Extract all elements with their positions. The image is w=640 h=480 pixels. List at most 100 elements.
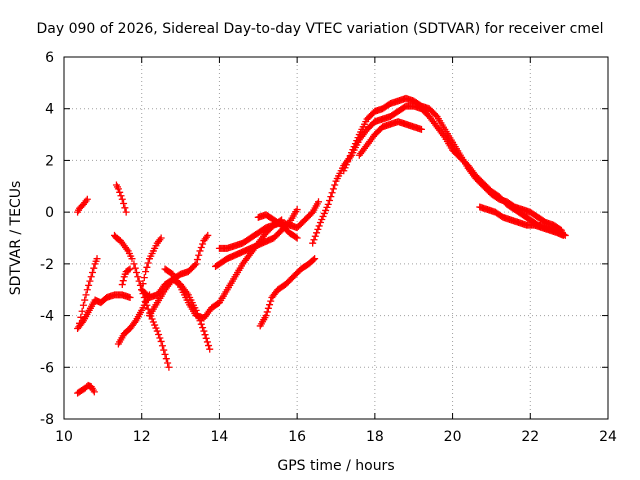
data-series-track-a xyxy=(74,195,91,216)
data-point xyxy=(143,301,151,309)
data-point xyxy=(263,308,271,316)
data-point xyxy=(417,125,425,133)
chart-title: Day 090 of 2026, Sidereal Day-to-day VTE… xyxy=(36,21,603,37)
data-point xyxy=(114,185,122,193)
data-point xyxy=(140,274,148,282)
data-point xyxy=(326,197,334,205)
data-point xyxy=(85,281,93,289)
data-point xyxy=(200,327,208,335)
data-point xyxy=(118,195,126,203)
data-point xyxy=(142,268,150,276)
data-point xyxy=(266,301,274,309)
data-point xyxy=(315,198,323,206)
data-point xyxy=(342,161,350,169)
data-series-track-h xyxy=(114,291,153,348)
data-point xyxy=(160,346,168,354)
data-point xyxy=(197,243,205,251)
data-point xyxy=(348,149,356,157)
data-series-track-i xyxy=(130,260,173,371)
data-point xyxy=(130,260,138,268)
data-point xyxy=(157,234,165,242)
data-point xyxy=(78,307,86,315)
data-series-track-g xyxy=(118,265,134,289)
data-point xyxy=(202,334,210,342)
data-point xyxy=(206,345,214,353)
x-tick-label: 14 xyxy=(211,429,229,445)
data-point xyxy=(121,204,129,212)
data-point xyxy=(262,312,270,320)
x-tick-label: 16 xyxy=(288,429,306,445)
data-series-track-o xyxy=(256,255,319,330)
data-point xyxy=(349,146,357,154)
data-point xyxy=(76,319,84,327)
data-point xyxy=(322,206,330,214)
data-series-track-d xyxy=(76,255,101,327)
data-point xyxy=(353,137,361,145)
data-point xyxy=(151,321,159,329)
data-point xyxy=(292,233,300,241)
data-point xyxy=(329,185,337,193)
data-point xyxy=(193,256,201,264)
data-point xyxy=(126,293,134,301)
plot-frame xyxy=(63,56,609,420)
data-points xyxy=(74,94,569,397)
y-tick-label: -2 xyxy=(40,257,54,273)
y-tick-label: 4 xyxy=(45,102,54,118)
y-tick-label: 2 xyxy=(45,153,54,169)
data-point xyxy=(158,342,166,350)
data-point xyxy=(197,320,205,328)
data-point xyxy=(328,189,336,197)
data-point xyxy=(264,304,272,312)
data-point xyxy=(143,263,151,271)
data-point xyxy=(345,155,353,163)
data-point xyxy=(559,231,567,239)
data-point xyxy=(155,331,163,339)
data-point xyxy=(311,255,319,263)
data-series-track-b xyxy=(74,381,98,397)
data-point xyxy=(346,152,354,160)
data-point xyxy=(152,324,160,332)
data-point xyxy=(79,301,87,309)
data-point xyxy=(128,255,136,263)
data-point xyxy=(126,265,134,273)
data-point xyxy=(354,134,362,142)
data-series-track-m xyxy=(161,216,286,322)
data-point xyxy=(201,331,209,339)
data-point xyxy=(134,273,142,281)
data-series-track-s xyxy=(340,94,565,234)
data-series-track-f xyxy=(111,231,136,263)
data-point xyxy=(195,251,203,259)
data-point xyxy=(161,350,169,358)
data-point xyxy=(192,260,200,268)
data-point xyxy=(149,318,157,326)
data-point xyxy=(162,355,170,363)
x-tick-label: 24 xyxy=(599,429,617,445)
data-point xyxy=(309,239,317,247)
data-point xyxy=(203,338,211,346)
data-series-track-t xyxy=(355,118,425,159)
data-point xyxy=(117,192,125,200)
data-point xyxy=(139,280,147,288)
data-point xyxy=(142,297,150,305)
data-point xyxy=(191,261,199,269)
x-tick-label: 20 xyxy=(444,429,462,445)
data-point xyxy=(87,273,95,281)
y-tick-label: -6 xyxy=(40,360,54,376)
data-point xyxy=(340,167,348,175)
data-point xyxy=(327,193,335,201)
y-tick-label: 0 xyxy=(45,205,54,221)
data-point xyxy=(116,188,124,196)
data-point xyxy=(90,388,98,396)
data-point xyxy=(318,215,326,223)
data-point xyxy=(196,247,204,255)
x-tick-label: 22 xyxy=(521,429,539,445)
data-point xyxy=(199,324,207,332)
data-point xyxy=(82,291,90,299)
data-point xyxy=(267,297,275,305)
data-point xyxy=(131,318,139,326)
data-point xyxy=(135,277,143,285)
data-point xyxy=(164,359,172,367)
y-tick-label: -4 xyxy=(40,309,54,325)
data-series-track-u xyxy=(476,203,567,239)
data-point xyxy=(153,327,161,335)
